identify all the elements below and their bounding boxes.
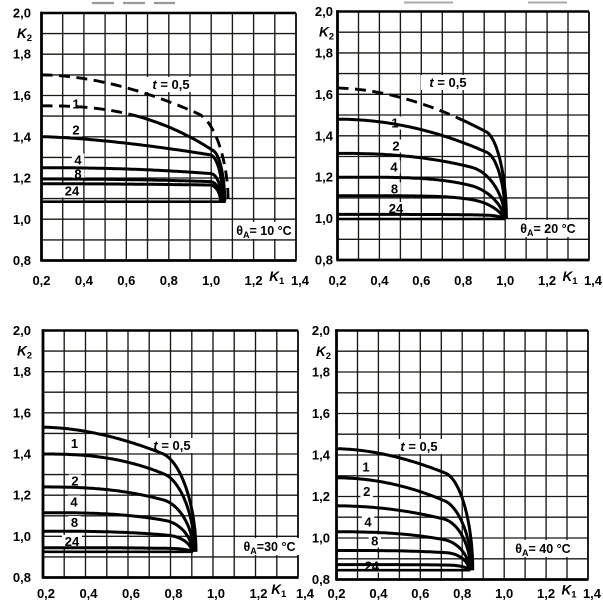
svg-text:1,6: 1,6: [13, 405, 31, 420]
svg-text:0,6: 0,6: [411, 586, 429, 601]
svg-text:1,2: 1,2: [315, 170, 333, 185]
svg-text:θA= 40 °C: θA= 40 °C: [515, 542, 570, 558]
svg-text:1,0: 1,0: [13, 529, 31, 544]
svg-text:0,8: 0,8: [13, 253, 31, 268]
svg-text:2,0: 2,0: [312, 323, 330, 338]
svg-text:2,0: 2,0: [13, 323, 31, 338]
svg-text:K1: K1: [271, 582, 287, 600]
svg-text:1,0: 1,0: [496, 273, 514, 288]
svg-text:0,8: 0,8: [453, 586, 471, 601]
svg-text:24: 24: [365, 559, 380, 574]
svg-text:0,8: 0,8: [454, 273, 472, 288]
svg-text:0,4: 0,4: [369, 586, 388, 601]
svg-text:K1: K1: [269, 269, 285, 287]
svg-text:1,4: 1,4: [584, 273, 603, 288]
svg-text:t = 0,5: t = 0,5: [152, 77, 189, 92]
svg-text:0,2: 0,2: [32, 273, 50, 288]
svg-text:0,2: 0,2: [37, 586, 55, 601]
svg-text:1,0: 1,0: [202, 273, 220, 288]
svg-text:2: 2: [72, 123, 79, 138]
svg-text:0,8: 0,8: [315, 253, 333, 268]
svg-text:0,8: 0,8: [160, 273, 178, 288]
svg-text:1,2: 1,2: [245, 273, 263, 288]
svg-text:0,4: 0,4: [79, 586, 98, 601]
svg-text:1,8: 1,8: [315, 45, 333, 60]
svg-text:1,4: 1,4: [315, 128, 334, 143]
svg-text:K1: K1: [561, 583, 577, 601]
svg-text:1: 1: [362, 460, 369, 475]
svg-text:8: 8: [371, 534, 378, 549]
svg-text:24: 24: [65, 534, 80, 549]
svg-text:θA= 10 °C: θA= 10 °C: [236, 224, 291, 240]
svg-text:2: 2: [363, 484, 370, 499]
svg-text:1,2: 1,2: [538, 273, 556, 288]
svg-text:0,8: 0,8: [13, 570, 31, 585]
svg-text:2: 2: [392, 139, 399, 154]
svg-text:1,2: 1,2: [13, 488, 31, 503]
svg-text:θA= 20 °C: θA= 20 °C: [520, 222, 575, 238]
svg-text:t = 0,5: t = 0,5: [429, 75, 466, 90]
svg-text:1,4: 1,4: [291, 273, 310, 288]
svg-text:2: 2: [71, 474, 78, 489]
svg-text:1,4: 1,4: [13, 129, 32, 144]
svg-text:θA=30 °C: θA=30 °C: [244, 540, 296, 556]
svg-text:4: 4: [70, 495, 78, 510]
svg-text:0,2: 0,2: [327, 586, 345, 601]
svg-text:2,0: 2,0: [13, 6, 31, 21]
svg-text:1,2: 1,2: [537, 586, 555, 601]
svg-text:0,6: 0,6: [412, 273, 430, 288]
svg-text:8: 8: [391, 182, 398, 197]
svg-text:1,2: 1,2: [13, 171, 31, 186]
svg-text:0,6: 0,6: [117, 273, 135, 288]
svg-text:24: 24: [65, 184, 80, 199]
svg-text:K1: K1: [562, 269, 578, 287]
svg-text:1,0: 1,0: [495, 586, 513, 601]
svg-text:0,8: 0,8: [164, 586, 182, 601]
svg-text:1,8: 1,8: [13, 364, 31, 379]
svg-text:K2: K2: [316, 344, 331, 362]
svg-text:1,0: 1,0: [312, 531, 330, 546]
svg-text:4: 4: [74, 153, 82, 168]
svg-text:1: 1: [72, 97, 79, 112]
svg-text:4: 4: [390, 160, 398, 175]
svg-text:0,6: 0,6: [122, 586, 140, 601]
svg-text:1,8: 1,8: [312, 365, 330, 380]
svg-text:1,2: 1,2: [312, 489, 330, 504]
svg-text:1,0: 1,0: [207, 586, 225, 601]
svg-text:1,6: 1,6: [312, 406, 330, 421]
svg-text:1,6: 1,6: [315, 87, 333, 102]
svg-text:2,0: 2,0: [315, 4, 333, 19]
svg-text:24: 24: [389, 201, 404, 216]
svg-text:0,4: 0,4: [75, 273, 94, 288]
svg-text:0,8: 0,8: [312, 572, 330, 587]
svg-text:t = 0,5: t = 0,5: [400, 439, 437, 454]
svg-text:K2: K2: [319, 25, 334, 43]
svg-text:t = 0,5: t = 0,5: [153, 438, 190, 453]
svg-text:1,4: 1,4: [13, 447, 32, 462]
svg-text:1: 1: [391, 116, 398, 131]
svg-text:K2: K2: [17, 344, 32, 362]
svg-text:1,4: 1,4: [583, 586, 602, 601]
svg-text:1,6: 1,6: [13, 88, 31, 103]
svg-text:K2: K2: [17, 26, 32, 44]
svg-text:8: 8: [71, 515, 78, 530]
svg-text:0,4: 0,4: [370, 273, 389, 288]
svg-text:4: 4: [364, 515, 372, 530]
svg-text:1: 1: [71, 436, 78, 451]
svg-text:1,4: 1,4: [296, 586, 315, 601]
svg-text:8: 8: [74, 167, 81, 182]
svg-text:0,2: 0,2: [328, 273, 346, 288]
svg-text:1,4: 1,4: [312, 448, 331, 463]
svg-text:1,0: 1,0: [315, 211, 333, 226]
svg-text:1,2: 1,2: [249, 586, 267, 601]
svg-text:1,8: 1,8: [13, 47, 31, 62]
svg-text:1,0: 1,0: [13, 212, 31, 227]
